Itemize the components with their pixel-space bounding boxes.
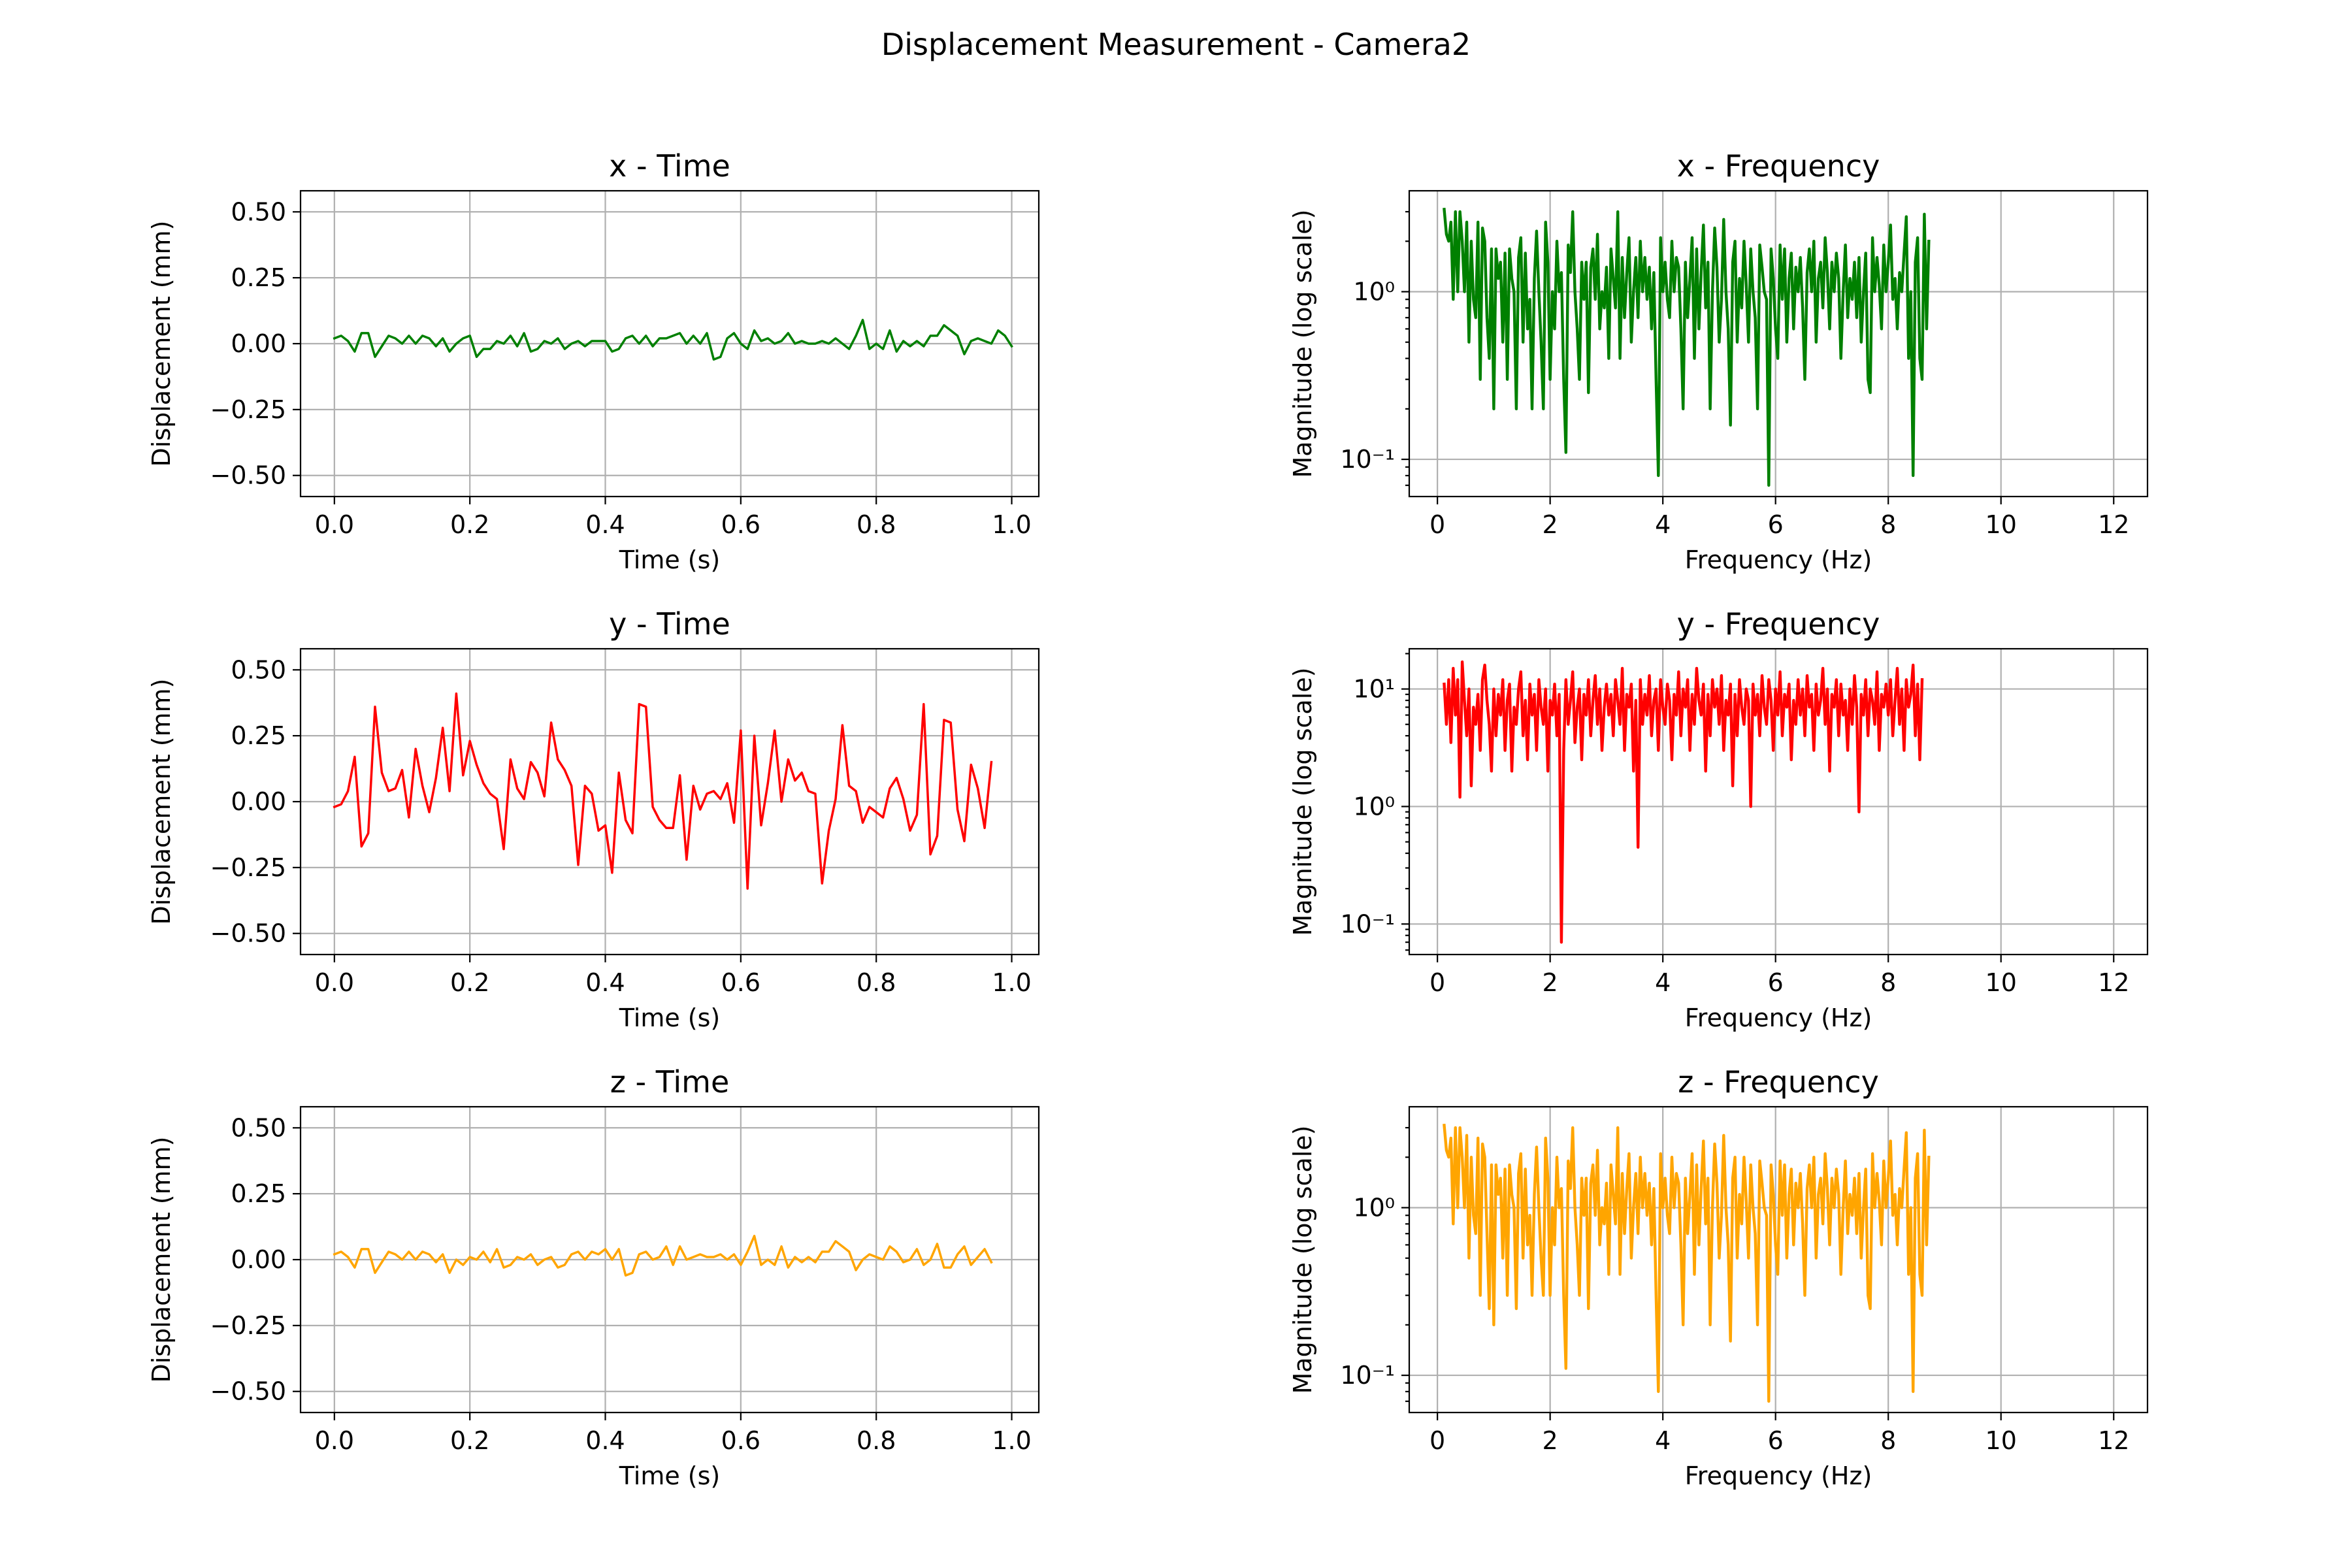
z-frequency-xtick-label: 6 (1768, 1426, 1784, 1455)
x-frequency-xlabel: Frequency (Hz) (1685, 546, 1872, 574)
z-time-xtick-label: 0.6 (721, 1426, 760, 1455)
x-time-xlabel: Time (s) (619, 546, 721, 574)
y-time-xtick-label: 0.4 (585, 968, 625, 997)
x-frequency-series-line (1443, 208, 1931, 487)
z-time-ytick-label: −0.25 (210, 1311, 286, 1340)
z-time-ytick-label: 0.50 (231, 1113, 286, 1142)
z-time-ytick-label: −0.50 (210, 1377, 286, 1406)
x-time-series-line (333, 318, 1013, 361)
x-time-ytick-label: 0.25 (231, 263, 286, 292)
y-time-axes: 0.0 0.2 0.4 0.6 0.8 1.0 0.50 0.25 0.00 −0.25 −0.50… (147, 606, 1040, 1032)
y-time-xlabel: Time (s) (619, 1004, 721, 1032)
y-time-ylabel: Displacement (mm) (147, 679, 176, 925)
x-time-xtick-label: 0.8 (857, 510, 896, 539)
y-frequency-xtick-label: 0 (1429, 968, 1445, 997)
y-time-xtick-label: 1.0 (992, 968, 1031, 997)
z-frequency-frame (1408, 1105, 2149, 1414)
z-frequency-xtick-label: 0 (1429, 1426, 1445, 1455)
z-frequency-xtick-label: 2 (1543, 1426, 1558, 1455)
x-frequency-xtick-label: 8 (1880, 510, 1896, 539)
x-frequency-xtick-label: 2 (1543, 510, 1558, 539)
x-time-ytick-label: 0.00 (231, 329, 286, 358)
z-frequency-xtick-label: 8 (1880, 1426, 1896, 1455)
figure-title: Displacement Measurement - Camera2 (881, 27, 1471, 62)
y-time-ytick-label: 0.00 (231, 787, 286, 816)
z-time-ytick-label: 0.25 (231, 1179, 286, 1208)
z-time-title: z - Time (610, 1064, 730, 1100)
x-frequency-xtick-label: 6 (1768, 510, 1784, 539)
y-frequency-xlabel: Frequency (Hz) (1685, 1004, 1872, 1032)
x-frequency-xtick-label: 4 (1655, 510, 1671, 539)
y-time-xtick-label: 0.6 (721, 968, 760, 997)
y-frequency-ytick-label: 10⁰ (1353, 792, 1395, 821)
z-frequency-xtick-label: 10 (1985, 1426, 2017, 1455)
y-time-title: y - Time (609, 606, 730, 642)
y-frequency-xtick-label: 2 (1543, 968, 1558, 997)
y-frequency-xtick-label: 10 (1985, 968, 2017, 997)
y-frequency-xtick-label: 6 (1768, 968, 1784, 997)
y-frequency-ytick-label: 10¹ (1353, 675, 1395, 704)
z-time-ylabel: Displacement (mm) (147, 1137, 176, 1383)
z-time-xtick-label: 0.4 (585, 1426, 625, 1455)
x-frequency-frame (1408, 189, 2149, 498)
y-frequency-frame (1408, 647, 2149, 956)
x-frequency-title: x - Frequency (1677, 148, 1880, 184)
z-frequency-axes: 0 2 4 6 8 10 12 10⁰ 10⁻¹ z - Frequency Frequency (… (1288, 1064, 2149, 1490)
x-time-ytick-label: 0.50 (231, 197, 286, 226)
z-time-ytick-label: 0.00 (231, 1245, 286, 1274)
z-time-xlabel: Time (s) (619, 1462, 721, 1490)
z-time-axes: 0.0 0.2 0.4 0.6 0.8 1.0 0.50 0.25 0.00 −0.25 −0.50… (147, 1064, 1040, 1490)
x-frequency-ytick-label: 10⁻¹ (1340, 445, 1395, 474)
z-time-series-line (333, 1234, 993, 1277)
y-frequency-axes: 0 2 4 6 8 10 12 10¹ 10⁰ 10⁻¹ y - Frequency Frequenc… (1288, 606, 2149, 1032)
z-frequency-ylabel: Magnitude (log scale) (1288, 1126, 1317, 1394)
x-frequency-xtick-label: 10 (1985, 510, 2017, 539)
y-frequency-title: y - Frequency (1677, 606, 1880, 642)
x-frequency-ylabel: Magnitude (log scale) (1288, 210, 1317, 478)
x-time-xtick-label: 0.4 (585, 510, 625, 539)
y-time-ytick-label: −0.50 (210, 919, 286, 948)
axes-grid: 0.0 0.2 0.4 0.6 0.8 1.00.500.250.00−0.25−0.50… (147, 148, 2149, 1490)
z-time-xtick-label: 0.8 (857, 1426, 896, 1455)
y-frequency-xtick-label: 12 (2098, 968, 2129, 997)
y-time-ytick-label: −0.25 (210, 853, 286, 882)
z-frequency-ytick-label: 10⁻¹ (1340, 1361, 1395, 1390)
x-time-axes: 0.0 0.2 0.4 0.6 0.8 1.0 0.50 0.25 0.00 −0.25 −0.50… (147, 148, 1040, 574)
y-frequency-series-line (1443, 660, 1924, 944)
x-time-ytick-label: −0.25 (210, 395, 286, 424)
y-frequency-ytick-label: 10⁻¹ (1340, 909, 1395, 938)
x-time-xtick-label: 0.2 (450, 510, 489, 539)
y-time-series-line (333, 692, 993, 890)
x-time-xtick-label: 0.6 (721, 510, 760, 539)
y-time-xtick-label: 0.8 (857, 968, 896, 997)
y-frequency-xtick-label: 4 (1655, 968, 1671, 997)
x-time-xtick-label: 0.0 (315, 510, 354, 539)
x-frequency-xtick-label: 12 (2098, 510, 2129, 539)
y-time-ytick-label: 0.50 (231, 655, 286, 684)
z-frequency-xlabel: Frequency (Hz) (1685, 1462, 1872, 1490)
z-frequency-series-line (1443, 1124, 1931, 1403)
x-time-ytick-label: −0.50 (210, 461, 286, 490)
z-time-xtick-label: 1.0 (992, 1426, 1031, 1455)
y-time-ytick-label: 0.25 (231, 721, 286, 750)
z-time-xtick-label: 0.0 (315, 1426, 354, 1455)
x-time-title: x - Time (609, 148, 730, 184)
x-time-xtick-label: 1.0 (992, 510, 1031, 539)
x-frequency-ytick-label: 10⁰ (1353, 277, 1395, 306)
y-time-xtick-label: 0.2 (450, 968, 489, 997)
x-frequency-xtick-label: 0 (1429, 510, 1445, 539)
z-frequency-title: z - Frequency (1678, 1064, 1879, 1100)
z-frequency-ytick-label: 10⁰ (1353, 1193, 1395, 1222)
y-frequency-xtick-label: 8 (1880, 968, 1896, 997)
z-frequency-xtick-label: 12 (2098, 1426, 2129, 1455)
z-time-xtick-label: 0.2 (450, 1426, 489, 1455)
y-frequency-ylabel: Magnitude (log scale) (1288, 668, 1317, 936)
x-time-ylabel: Displacement (mm) (147, 221, 176, 467)
z-frequency-xtick-label: 4 (1655, 1426, 1671, 1455)
y-time-xtick-label: 0.0 (315, 968, 354, 997)
x-frequency-axes: 0 2 4 6 8 10 12 10⁰ 10⁻¹ x - Frequency Frequency (… (1288, 148, 2149, 574)
